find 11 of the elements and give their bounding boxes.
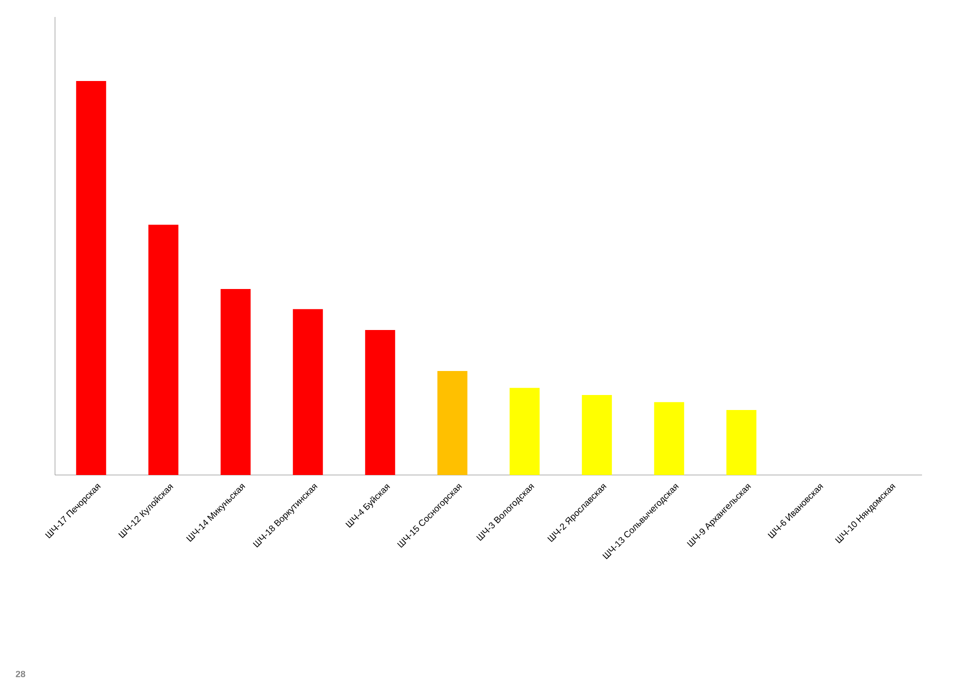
- bar: [292, 309, 323, 475]
- bar: [510, 388, 540, 475]
- bar: [365, 330, 396, 475]
- text: 28: [16, 670, 26, 678]
- bar: [148, 224, 178, 475]
- bar: [437, 370, 468, 475]
- bar: [582, 395, 612, 475]
- bar: [654, 402, 684, 475]
- bar: [220, 289, 251, 475]
- bar: [726, 410, 756, 475]
- bar: [76, 80, 106, 475]
